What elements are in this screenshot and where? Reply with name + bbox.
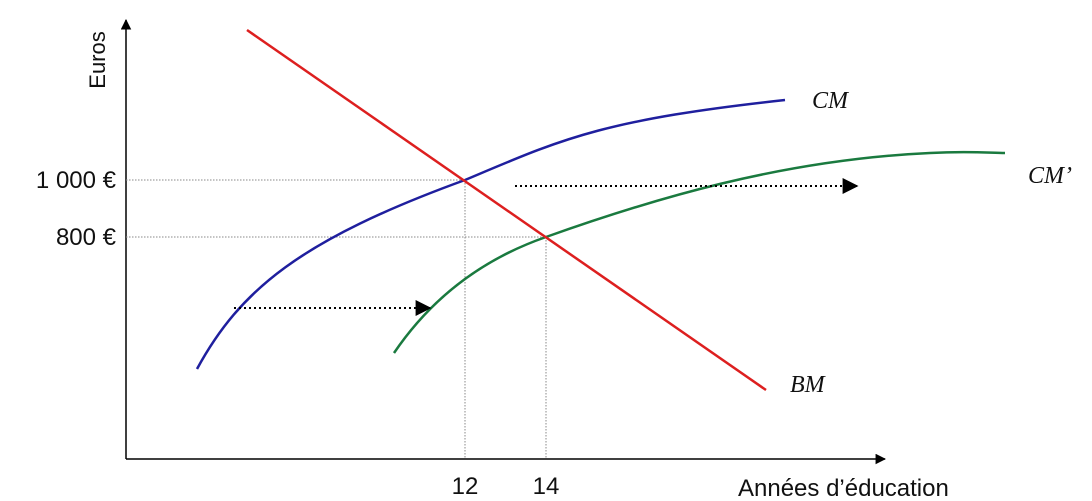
x-axis-label: Années d’éducation [738, 475, 949, 501]
x-level-label-12: 12 [452, 473, 479, 500]
cm-curve [195, 98, 786, 370]
y-level-label-1000: 1 000 € [36, 167, 117, 194]
cm-prime-curve [392, 150, 1006, 354]
cm-prime-label: CM’ [1028, 163, 1072, 189]
x-level-label-14: 14 [533, 473, 560, 500]
bm-line [246, 28, 767, 392]
y-axis-label: Euros [85, 31, 110, 88]
bm-label: BM [790, 372, 827, 398]
cm-label: CM [812, 88, 850, 114]
y-level-label-800: 800 € [56, 224, 117, 251]
